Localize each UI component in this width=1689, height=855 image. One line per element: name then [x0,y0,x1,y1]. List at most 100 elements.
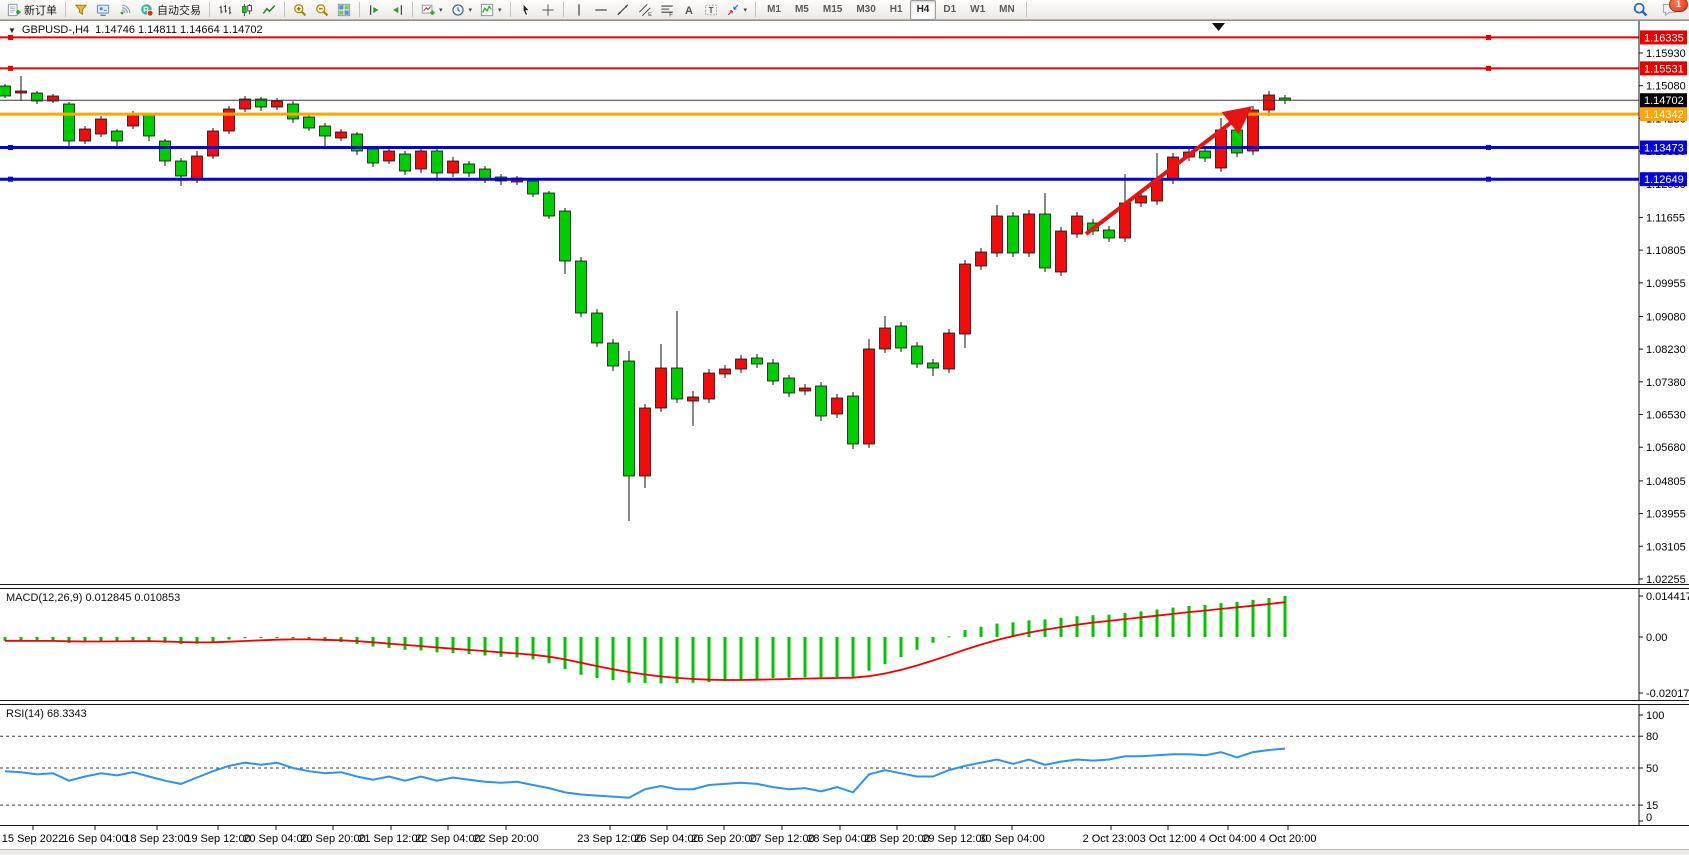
search-button[interactable] [1629,0,1652,20]
svg-text:27 Sep 12:00: 27 Sep 12:00 [749,833,814,845]
toolbar-separator [412,2,413,17]
svg-text:1.11655: 1.11655 [1646,212,1685,224]
cursor-button[interactable] [515,0,537,20]
hline-icon [594,8,607,11]
trendline-icon [616,3,628,15]
timeframe-button-m1[interactable]: M1 [767,3,781,15]
zoom-in-button[interactable] [289,0,311,20]
svg-text:1.08230: 1.08230 [1646,344,1686,356]
pane-separator[interactable] [0,584,1689,589]
time-axis[interactable]: 15 Sep 2022 16 Sep 04:00 18 Sep 23:00 19 Se… [0,825,1689,849]
timeframe-button-h1[interactable]: H1 [889,3,903,15]
styler-button[interactable] [70,0,92,20]
chart-title-ohlc: 1.14746 1.14811 1.14664 1.14702 [95,24,263,36]
timeframe-button-w1[interactable]: W1 [970,3,986,15]
horizontal-lines [0,34,1639,182]
text-label-button[interactable]: T [700,0,722,20]
chart-shift-marker[interactable] [1212,23,1225,31]
rsi-canvas[interactable]: 100 80 50 150 [0,705,1689,825]
trend-arrow[interactable] [1084,106,1253,236]
trendline-button[interactable] [612,0,634,20]
arrows-button[interactable]: ▾ [722,0,752,20]
new-chart-button[interactable]: ▾ [417,0,447,20]
svg-text:22 Sep 20:00: 22 Sep 20:00 [473,833,538,845]
main-chart-canvas[interactable]: 1.159301.150801.142301.133801.125301.116… [0,21,1689,584]
svg-text:23 Sep 12:00: 23 Sep 12:00 [577,833,642,845]
toolbar-separator [65,2,66,17]
line-handle[interactable] [8,65,13,71]
toolbar-separator [755,2,757,17]
svg-text:15: 15 [1646,800,1658,812]
svg-text:1.05680: 1.05680 [1646,442,1686,454]
tile-windows-icon [337,3,351,16]
macd-axis: 0.014417 0.00 -0.020179 [1638,589,1689,700]
toolbar-separator [284,2,285,17]
bar-chart-button[interactable] [214,0,236,20]
horizontal-line-button[interactable] [590,0,612,20]
svg-text:A: A [685,4,693,16]
chart-shift-button[interactable] [386,0,408,20]
timeframe-button-mn[interactable]: MN [999,3,1015,15]
auto-trading-button-label: 自动交易 [157,4,201,17]
signals-button[interactable] [114,0,136,20]
new-order-button[interactable]: 新订单 [3,0,61,20]
indicators-icon [480,3,494,16]
svg-text:15 Sep 2022: 15 Sep 2022 [2,833,64,845]
equidistant-channel-button[interactable]: E [634,0,656,20]
chevron-down-icon[interactable]: ▾ [498,6,502,14]
chevron-down-icon[interactable]: ▾ [439,6,443,14]
chevron-down-icon[interactable]: ▾ [743,6,748,14]
zoom-in-icon [294,3,307,16]
candlestick-chart-button[interactable] [236,0,258,20]
line-chart-button[interactable] [258,0,280,20]
svg-text:20 Sep 04:00: 20 Sep 04:00 [243,833,308,845]
fibonacci-button[interactable]: F [656,0,678,20]
price-axis: 1.159301.150801.142301.133801.125301.116… [1638,21,1686,584]
auto-trading-button[interactable]: 自动交易 [136,0,205,20]
timeframe-button-m5[interactable]: M5 [794,3,809,15]
svg-text:1.15930: 1.15930 [1646,48,1686,60]
auto-scroll-button[interactable] [364,0,386,20]
line-handle[interactable] [8,176,13,182]
tile-windows-button[interactable] [333,0,355,20]
clock-icon [451,3,464,16]
market-depth-button[interactable] [92,0,114,20]
svg-text:50: 50 [1646,763,1658,775]
chevron-down-icon[interactable]: ▼ [8,25,16,35]
zoom-out-button[interactable] [311,0,333,20]
line-handle[interactable] [1486,176,1491,182]
svg-text:0.014417: 0.014417 [1646,591,1689,603]
auto-trading-icon [141,3,154,17]
svg-text:16 Sep 04:00: 16 Sep 04:00 [62,833,127,845]
vline-icon [577,3,580,16]
timeframe-button-h4[interactable]: H4 [909,0,937,20]
toolbar: 新订单 自动交易 ▾ ▾ ▾ E F A T ▾ M1 M5 M15 M30 H1 H4 D1 W1 MN 1 [0,0,1689,20]
toolbar-separator [509,2,511,17]
line-handle[interactable] [8,34,13,40]
pane-separator[interactable] [0,700,1689,705]
new-order-icon [7,3,21,16]
line-handle[interactable] [8,145,13,150]
chevron-down-icon[interactable]: ▾ [468,6,473,14]
notification-badge: 1 [1669,0,1688,12]
periods-button[interactable]: ▾ [447,0,477,20]
timeframe-button-m30[interactable]: M30 [856,3,876,15]
macd-canvas[interactable]: 0.014417 0.00 -0.020179 [0,589,1689,700]
indicators-button[interactable]: ▾ [476,0,506,20]
svg-text:1.09080: 1.09080 [1646,311,1686,323]
line-handle[interactable] [1486,65,1491,71]
line-handle[interactable] [1486,34,1491,40]
toolbar-separator [1025,2,1027,17]
main-chart-pane: 1.159301.150801.142301.133801.125301.116… [0,21,1689,584]
vertical-line-button[interactable] [568,0,590,20]
timeframe-button-d1[interactable]: D1 [943,3,957,15]
crosshair-button[interactable] [537,0,559,20]
line-handle[interactable] [1486,145,1491,150]
chat-button[interactable]: 1 [1658,0,1688,20]
rsi-line [4,747,1286,799]
bar-chart-icon [219,4,232,14]
text-button[interactable]: A [678,0,700,20]
timeframe-button-m15[interactable]: M15 [822,3,843,15]
